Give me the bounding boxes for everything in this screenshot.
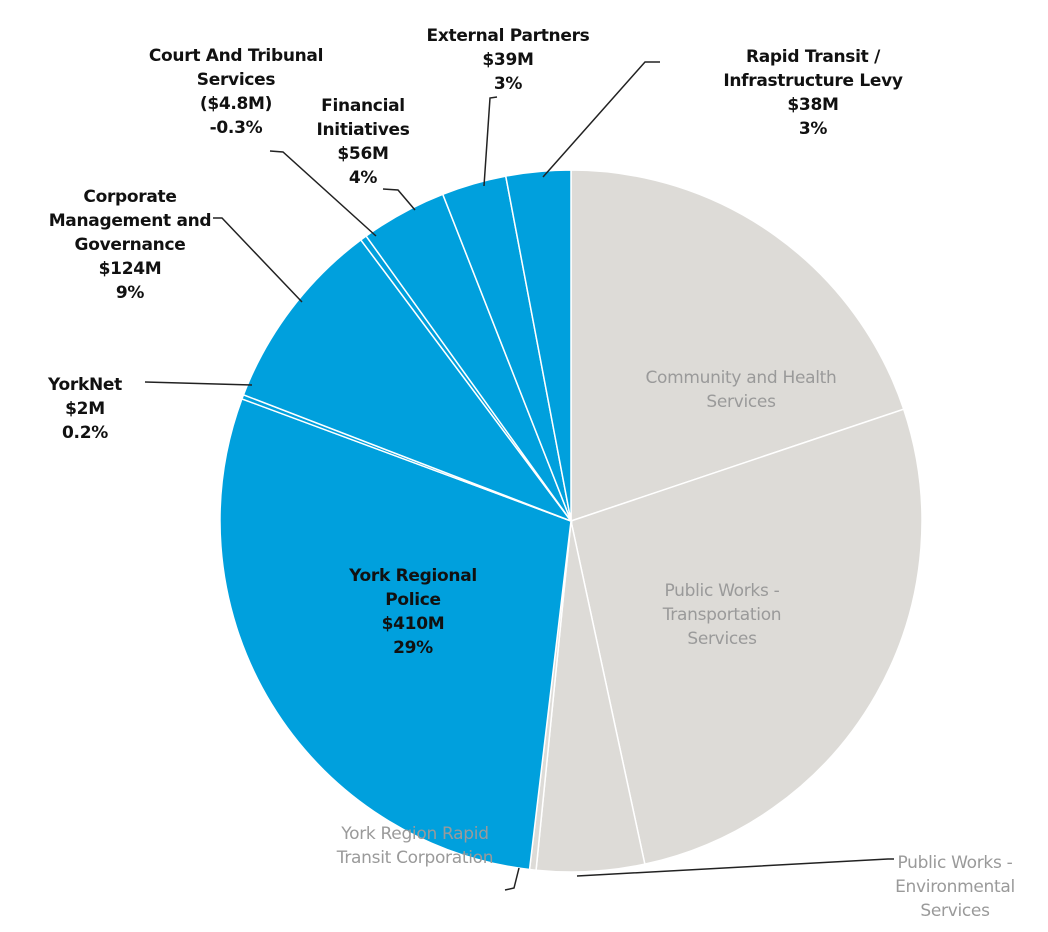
slice-percent: 0.2%: [62, 423, 108, 443]
slice-percent: 4%: [348, 168, 378, 188]
slice-percent: 29%: [393, 638, 433, 658]
slice-name: External Partners: [426, 26, 590, 46]
slice-label: Rapid Transit / Infrastructure Levy $38M 3…: [723, 45, 903, 141]
slice-amount: $38M: [787, 95, 839, 115]
slice-percent: 3%: [798, 119, 828, 139]
slice-name: Court And Tribunal Services: [148, 46, 324, 90]
pie-slice: [242, 238, 574, 523]
pie-slice: [219, 397, 572, 871]
leader-line: [504, 867, 520, 891]
slice-label: Corporate Management and Governance $124M…: [49, 185, 212, 305]
leader-line: [576, 858, 894, 877]
slice-label: Public Works - Environmental Services: [895, 851, 1015, 923]
slice-name: Community and Health Services: [645, 368, 837, 412]
slice-amount: $39M: [482, 50, 534, 70]
slice-amount: $2M: [65, 399, 105, 419]
leader-line: [483, 96, 498, 187]
slice-percent: 9%: [115, 283, 145, 303]
slice-percent: -0.3%: [209, 118, 263, 138]
slice-label: Financial Initiatives $56M 4%: [316, 94, 409, 190]
slice-name: York Region Rapid Transit Corporation: [336, 824, 494, 868]
slice-label: York Regional Police $410M 29%: [349, 564, 477, 660]
slice-percent: 3%: [493, 74, 523, 94]
pie-slice: [504, 169, 572, 522]
slice-name: Rapid Transit / Infrastructure Levy: [723, 47, 903, 91]
slice-amount: $410M: [381, 614, 445, 634]
slice-label: YorkNet $2M 0.2%: [48, 373, 122, 445]
slice-name: Corporate Management and Governance: [48, 187, 212, 255]
slice-amount: ($4.8M): [199, 94, 273, 114]
leader-line: [144, 381, 253, 386]
leader-line: [382, 188, 416, 211]
slice-label: Public Works - Transportation Services: [663, 579, 782, 651]
slice-label: York Region Rapid Transit Corporation: [336, 822, 494, 870]
slice-amount: $56M: [337, 144, 389, 164]
slice-name: Public Works - Environmental Services: [895, 853, 1015, 921]
leader-line: [269, 150, 377, 237]
leader-line: [542, 61, 660, 178]
slice-amount: $124M: [98, 259, 162, 279]
pie-slice: [570, 408, 923, 866]
slice-name: York Regional Police: [349, 566, 477, 610]
slice-label: Community and Health Services: [645, 366, 836, 414]
slice-name: Public Works - Transportation Services: [662, 581, 782, 649]
slice-name: YorkNet: [48, 375, 122, 395]
leader-line: [213, 217, 303, 303]
slice-name: Financial Initiatives: [316, 96, 410, 140]
slice-label: Court And Tribunal Services ($4.8M) -0.3%: [148, 44, 324, 140]
slice-label: External Partners $39M 3%: [427, 24, 590, 96]
pie-slice: [570, 169, 905, 523]
